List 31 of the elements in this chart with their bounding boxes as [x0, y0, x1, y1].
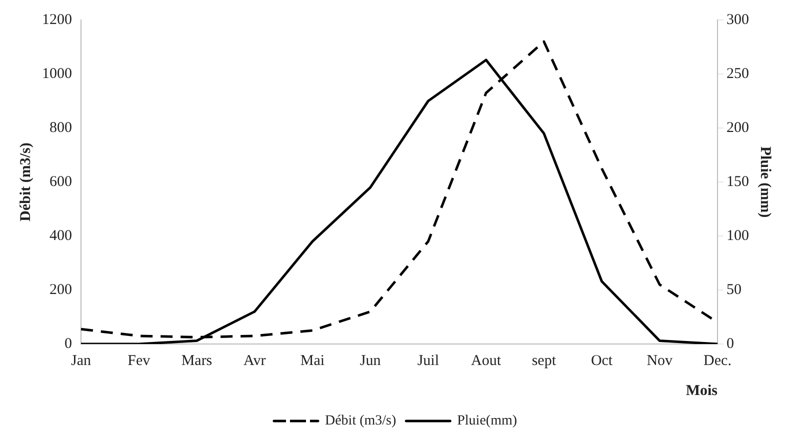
y2-tick-label: 300 — [726, 12, 749, 28]
y2-tick-label: 50 — [726, 282, 742, 298]
y-tick-label: 800 — [50, 120, 72, 136]
y2-tick-label: 150 — [726, 174, 749, 190]
x-axis-title: Mois — [686, 382, 718, 399]
x-tick-label: Jan — [71, 352, 92, 369]
y2-tick-label: 0 — [726, 336, 734, 352]
y-tick-label: 600 — [50, 174, 72, 190]
x-tick-label: Jun — [360, 352, 382, 369]
x-tick-label: Nov — [646, 352, 674, 369]
y-tick-label: 1000 — [42, 66, 72, 82]
y2-tick-label: 100 — [726, 228, 749, 244]
x-tick-label: Aout — [471, 352, 502, 369]
x-tick-label: Juil — [417, 352, 440, 369]
x-tick-label: Mai — [300, 352, 325, 369]
y2-tick-label: 200 — [726, 120, 749, 136]
y-tick-label: 200 — [50, 282, 72, 298]
x-tick-label: Oct — [590, 352, 614, 369]
legend-label: Débit (m3/s) — [324, 414, 396, 429]
x-tick-label: sept — [532, 352, 557, 369]
x-tick-label: Dec. — [704, 352, 732, 369]
y-tick-label: 0 — [64, 336, 72, 352]
y2-tick-label: 250 — [726, 66, 749, 82]
x-tick-label: Mars — [181, 352, 212, 369]
x-tick-label: Fev — [128, 352, 151, 369]
legend-label: Pluie(mm) — [457, 414, 518, 429]
y-tick-label: 1200 — [42, 12, 72, 28]
x-tick-label: Avr — [243, 352, 266, 369]
y-axis-title: Débit (m3/s) — [18, 142, 34, 222]
y-tick-label: 400 — [50, 228, 72, 244]
y2-axis-title: Pluie (mm) — [757, 146, 774, 218]
